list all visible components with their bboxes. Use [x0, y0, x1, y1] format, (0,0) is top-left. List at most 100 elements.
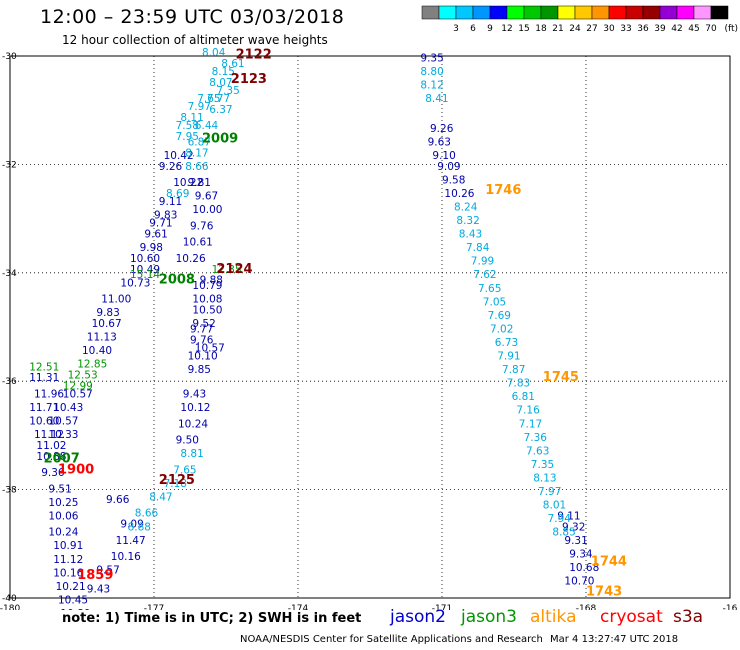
wave-height-map: -180 -177 -174 -171 -168 -16 -30 -32 -34 -36 -38 -4…: [0, 47, 738, 610]
altika-swh-label: 7.05: [483, 296, 506, 308]
altika-swh-label: 8.32: [456, 215, 479, 227]
jason2-swh-label: 9.36: [41, 467, 65, 479]
footer-credit: NOAA/NESDIS Center for Satellite Applica…: [240, 634, 543, 645]
altika-swh-label: 8.81: [180, 448, 203, 460]
jason2-swh-label: 10.70: [564, 575, 594, 587]
altika-swh-label: 7.69: [488, 310, 511, 322]
altika-swh-label: 8.69: [166, 188, 189, 200]
altika-swh-label: 6.73: [495, 337, 518, 349]
jason2-swh-label: 11.13: [87, 332, 117, 344]
jason2-swh-label: 10.25: [48, 497, 78, 509]
jason2-swh-label: 9.83: [154, 210, 177, 222]
scale-label: 15: [518, 24, 529, 34]
y-tick-label: -34: [2, 269, 17, 279]
x-tick-label: -174: [288, 604, 309, 610]
jason2-swh-label: 9.43: [87, 584, 110, 596]
jason2-swh-label: 9.52: [192, 318, 215, 330]
y-tick-label: -32: [2, 160, 17, 170]
altika-swh-label: 8.24: [454, 201, 478, 213]
jason2-swh-label: 9.10: [432, 150, 455, 162]
plot-frame: [9, 55, 731, 599]
altika-swh-label: 6.44: [195, 120, 219, 132]
pass-number-label: 1745: [543, 370, 579, 385]
jason2-swh-label: 10.60: [29, 416, 59, 428]
jason3-swh-label: 12.35: [212, 264, 242, 276]
jason2-swh-label: 10.57: [48, 416, 78, 428]
altika-swh-label: 7.65: [173, 464, 196, 476]
jason2-swh-label: 9.76: [190, 220, 214, 232]
altika-swh-label: 8.47: [149, 491, 172, 503]
jason2-swh-label: 10.68: [569, 562, 599, 574]
altika-swh-label: 8.13: [533, 472, 556, 484]
x-tick-label: -177: [144, 604, 164, 610]
pass-number-label: 2007: [44, 452, 80, 467]
pass-number-label: 2125: [159, 473, 195, 488]
jason2-swh-label: 9.63: [428, 136, 451, 148]
jason2-swh-label: 9.58: [442, 174, 465, 186]
footer-note: note: 1) Time is in UTC; 2) SWH is in fe…: [62, 611, 362, 626]
jason2-swh-label: 10.49: [130, 264, 160, 276]
jason2-swh-label: 9.09: [437, 161, 460, 173]
altika-swh-label: 7.99: [471, 256, 494, 268]
jason2-swh-label: 11.71: [29, 402, 59, 414]
jason2-swh-label: 10.60: [130, 253, 160, 265]
altika-swh-label: 7.62: [473, 269, 496, 281]
scale-bin: [710, 5, 729, 20]
jason2-swh-label: 10.22: [173, 177, 203, 189]
altika-swh-label: 7.63: [526, 445, 549, 457]
jason2-swh-label: 9.88: [200, 275, 223, 287]
jason2-swh-label: 10.00: [192, 204, 222, 216]
jason2-swh-label: 9.43: [183, 388, 206, 400]
footer-timestamp: Mar 4 13:27:47 UTC 2018: [550, 634, 679, 645]
altika-swh-label: 7.02: [490, 323, 513, 335]
legend-altika: altika: [530, 607, 577, 627]
scale-label: 45: [688, 24, 699, 34]
altika-swh-label: 6.37: [209, 104, 232, 116]
jason2-swh-label: 9.66: [106, 494, 130, 506]
altika-swh-label: 7.36: [524, 432, 548, 444]
altika-swh-label: 7.91: [497, 351, 520, 363]
scale-label: 21: [552, 24, 563, 34]
altika-swh-label: 7.16: [516, 405, 540, 417]
altika-swh-label: 8.15: [212, 66, 235, 78]
altika-swh-label: 8.85: [552, 527, 575, 539]
jason2-swh-label: 10.67: [92, 318, 122, 330]
jason3-swh-label: 12.53: [68, 369, 98, 381]
jason2-swh-label: 9.11: [159, 196, 182, 208]
jason2-swh-label: 10.43: [53, 402, 83, 414]
jason2-swh-label: 10.33: [48, 429, 78, 441]
legend-cryosat: cryosat: [600, 607, 663, 627]
scale-label: 24: [569, 24, 581, 34]
altika-swh-label: 7.77: [207, 93, 230, 105]
scale-label: 9: [487, 24, 493, 34]
altika-swh-label: 6.81: [512, 391, 535, 403]
altika-swh-label: 7.83: [507, 378, 530, 390]
altika-swh-label: 8.66: [135, 508, 159, 520]
jason2-swh-label: 10.50: [192, 304, 222, 316]
altika-swh-label: 8.66: [185, 161, 209, 173]
scale-label: 3: [453, 24, 459, 34]
jason2-swh-label: 9.51: [48, 483, 71, 495]
jason3-swh-label: 12.51: [29, 361, 59, 373]
jason2-swh-label: 10.45: [58, 594, 88, 606]
jason2-swh-label: 9.61: [144, 229, 167, 241]
jason2-swh-label: 10.24: [178, 418, 208, 430]
altika-swh-label: 8.41: [425, 93, 448, 105]
y-tick-label: -30: [2, 52, 17, 62]
altika-swh-label: 7.65: [197, 93, 220, 105]
jason2-swh-label: 11.96: [34, 388, 64, 400]
altika-swh-label: 7.95: [176, 131, 199, 143]
jason2-swh-label: 9.76: [190, 334, 214, 346]
jason2-swh-label: 9.31: [564, 535, 587, 547]
y-tick-label: -36: [2, 377, 17, 387]
altika-swh-label: 8.17: [185, 147, 208, 159]
altika-swh-label: 7.35: [216, 85, 239, 97]
scale-label: 18: [535, 24, 547, 34]
jason3-swh-label: 15.14: [130, 269, 160, 281]
jason2-swh-label: 10.21: [56, 581, 86, 593]
chart-title: 12:00 – 23:59 UTC 03/03/2018: [40, 6, 345, 28]
jason2-swh-label: 9.32: [562, 521, 585, 533]
altika-swh-label: 7.84: [466, 242, 490, 254]
jason2-swh-label: 11.12: [53, 554, 83, 566]
pass-number-label: 2008: [159, 273, 195, 288]
